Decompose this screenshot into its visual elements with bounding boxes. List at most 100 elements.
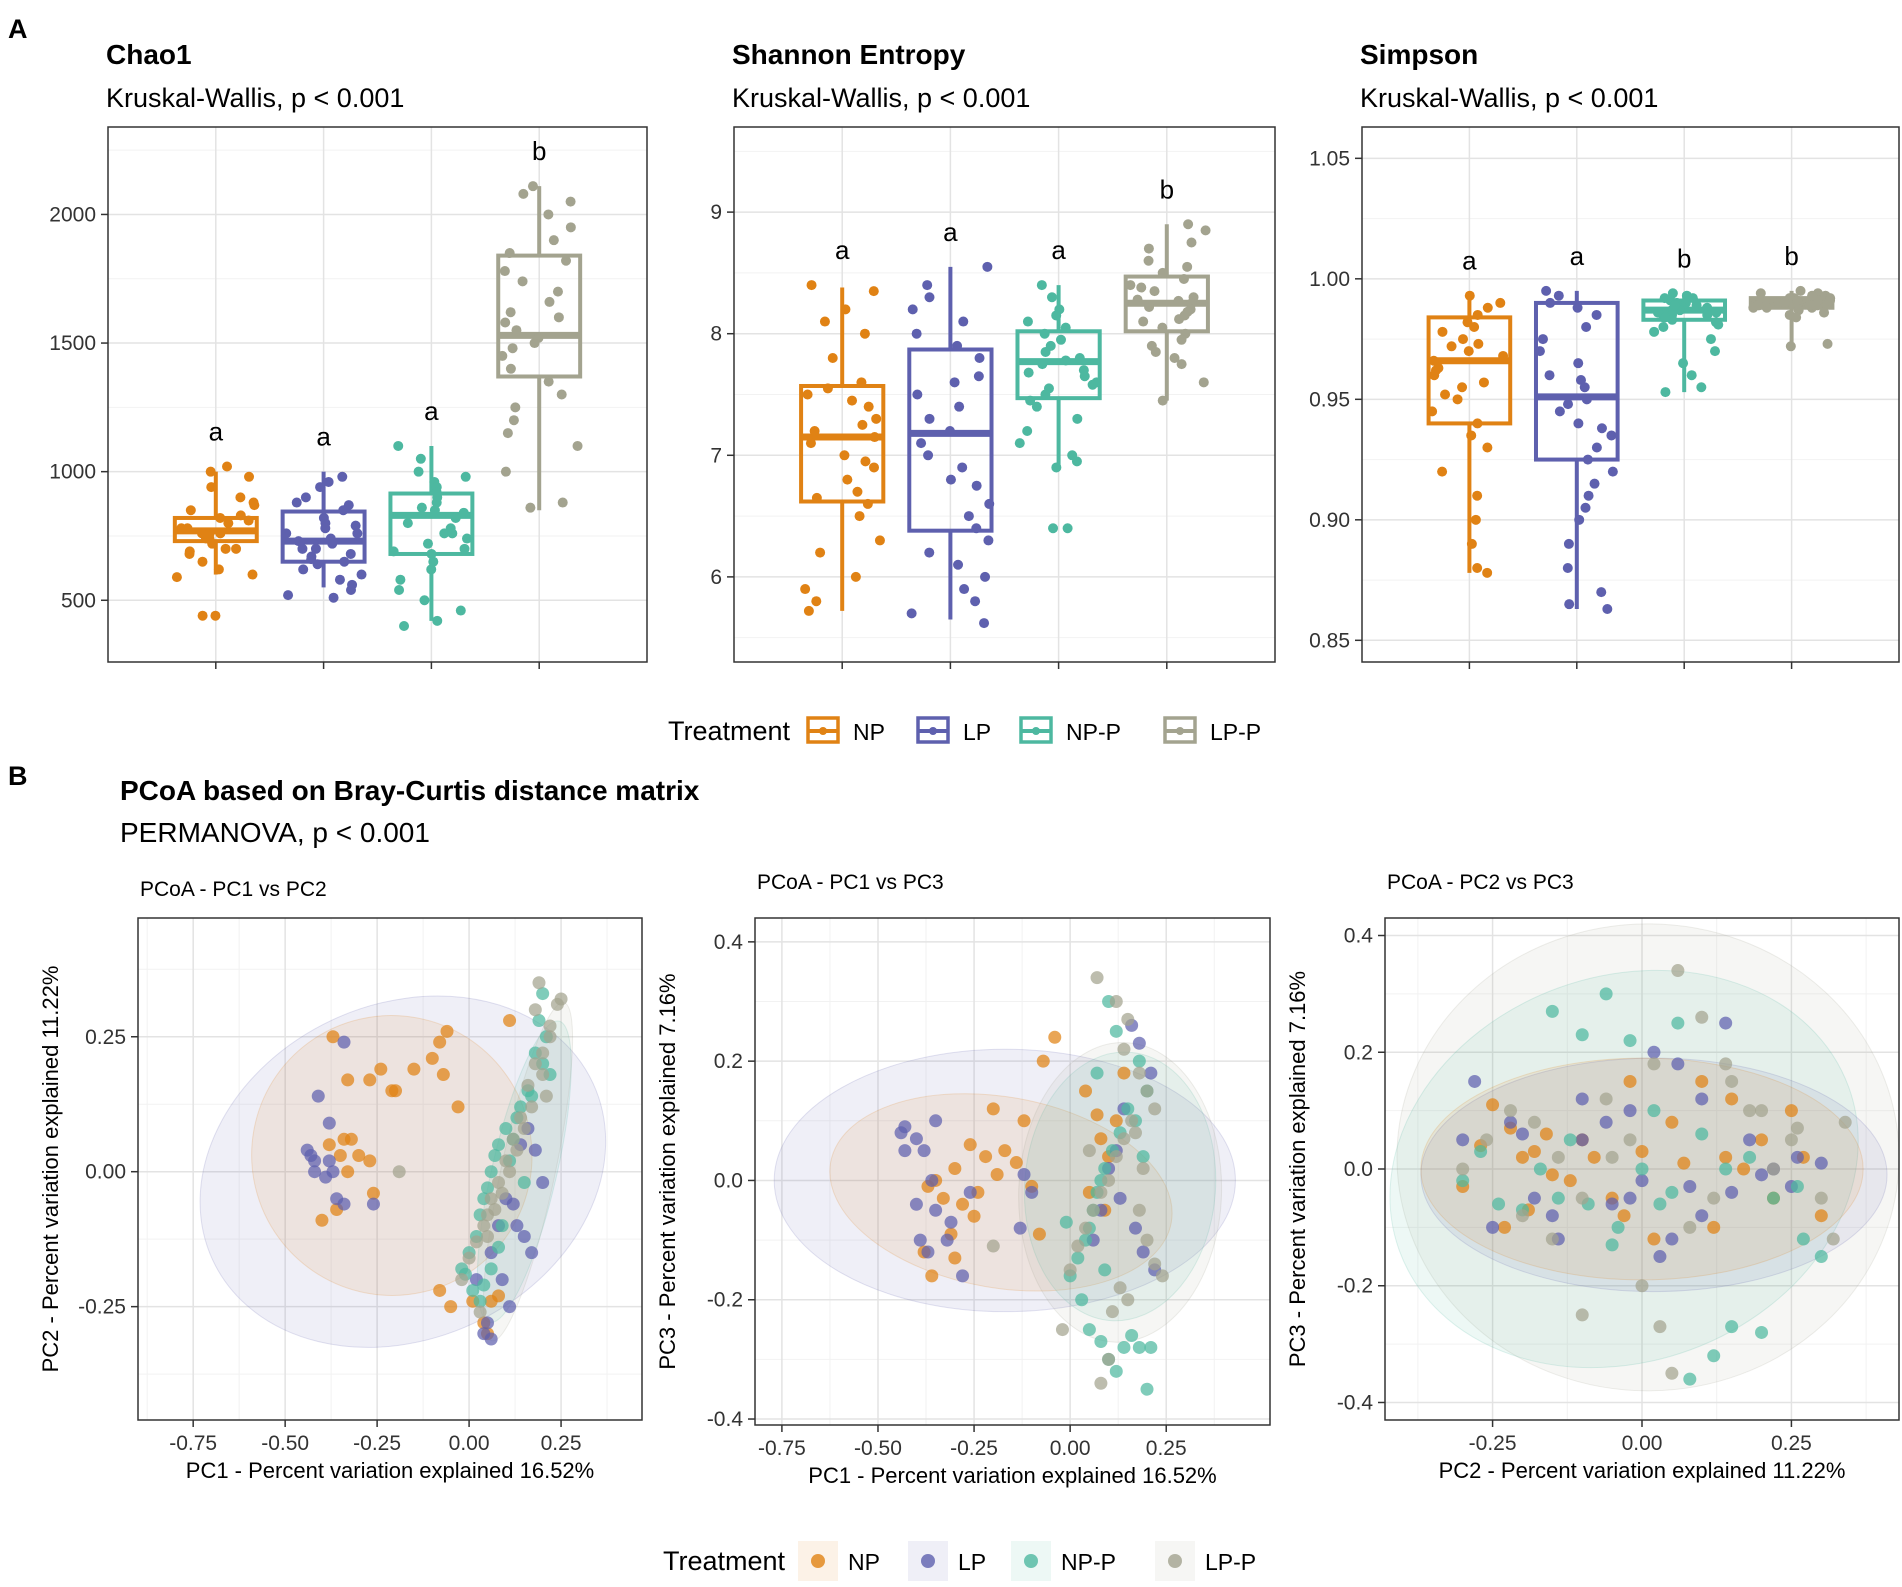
scatter-point-NP (341, 1165, 355, 1179)
data-point (1702, 309, 1713, 320)
data-point (1143, 255, 1154, 266)
data-point (1583, 490, 1594, 501)
data-point (1473, 338, 1484, 349)
data-point (1819, 307, 1830, 318)
scatter-point-NP (1695, 1074, 1709, 1088)
scatter-point-NP-P (492, 1240, 506, 1254)
scatter-point-NP (1665, 1115, 1679, 1129)
y-tick-label: 0.90 (1309, 509, 1350, 532)
box-iqr (1426, 315, 1513, 426)
scatter-point-LP (517, 1229, 531, 1243)
data-point (1596, 587, 1607, 598)
x-axis-label: PC2 - Percent variation explained 11.22% (1439, 1458, 1846, 1483)
data-point (507, 343, 518, 354)
scatter-point-LP-P (455, 1273, 469, 1287)
box-panel-subtitle: Kruskal-Wallis, p < 0.001 (1360, 83, 1658, 113)
data-point (1563, 538, 1574, 549)
data-point (1176, 334, 1187, 345)
data-point (1125, 280, 1136, 291)
data-point (1040, 389, 1051, 400)
scatter-point-NP-P (477, 1278, 491, 1292)
scatter-point-NP (341, 1073, 355, 1087)
data-point (1458, 334, 1469, 345)
data-point (508, 415, 519, 426)
data-point (1051, 462, 1062, 473)
data-point (184, 548, 195, 559)
scatter-point-NP-P (1132, 1340, 1146, 1354)
scatter-point-LP-P (488, 1202, 502, 1216)
data-point (842, 474, 853, 485)
scatter-point-NP-P (466, 1283, 480, 1297)
data-point (455, 605, 466, 616)
scatter-point-NP-P (488, 1149, 502, 1163)
scatter-point-LP (929, 1114, 943, 1128)
y-tick-label: 9 (710, 201, 722, 224)
box-LP-P (1748, 285, 1836, 352)
scatter-point-LP-P (1671, 964, 1685, 978)
data-point (1581, 322, 1592, 333)
scatter-point-LP-P (1790, 1121, 1804, 1135)
scatter-point-LP-P (1504, 1104, 1518, 1118)
scatter-point-LP (1132, 1036, 1146, 1050)
scatter-point-NP (948, 1162, 962, 1176)
box-iqr (496, 253, 583, 379)
data-point (1037, 359, 1048, 370)
y-axis-label: PC3 - Percent variation explained 7.16% (1285, 971, 1310, 1367)
data-point (1025, 395, 1036, 406)
significance-letter: a (1051, 235, 1066, 265)
scatter-point-LP (963, 1185, 977, 1199)
data-point (393, 440, 404, 451)
data-point (1573, 358, 1584, 369)
data-point (315, 482, 326, 493)
data-point (923, 450, 934, 461)
x-tick-label: -0.75 (169, 1432, 217, 1455)
data-point (1157, 395, 1168, 406)
data-point (572, 440, 583, 451)
data-point (1779, 297, 1790, 308)
data-point (1186, 237, 1197, 248)
data-point (1062, 523, 1073, 534)
scatter-point-NP (1623, 1074, 1637, 1088)
data-point (1702, 302, 1713, 313)
scatter-point-NP-P (1719, 1162, 1733, 1176)
data-point (1660, 387, 1671, 398)
data-point (1669, 300, 1680, 311)
data-point (543, 376, 554, 387)
scatter-point-NP (492, 1289, 506, 1303)
data-point (1174, 314, 1185, 325)
data-point (1200, 225, 1211, 236)
box-panel-simpson: 0.85 0.90 0.95 1.00 1.05 a a b b Simpson Kruskal-W… (1309, 39, 1900, 669)
scatter-point-NP (333, 1149, 347, 1163)
data-point (428, 556, 439, 567)
y-tick-label: -0.4 (1337, 1391, 1374, 1414)
data-point (973, 371, 984, 382)
legend-item-LP-P: LP-P (1155, 1541, 1256, 1581)
data-point (1472, 490, 1483, 501)
data-point (1495, 297, 1506, 308)
x-tick-label: 0.25 (541, 1432, 582, 1455)
scatter-point-NP (444, 1300, 458, 1314)
data-point (504, 248, 515, 259)
scatter-point-NP (366, 1186, 380, 1200)
panel-border (107, 126, 648, 663)
scatter-point-NP (389, 1084, 403, 1098)
data-point (548, 235, 559, 246)
data-point (544, 296, 555, 307)
scatter-point-NP (1094, 1132, 1108, 1146)
scatter-panel-pc2pc3: -0.25 0.00 0.25 -0.4 -0.2 0.0 0.2 0.4 PCoA - PC2… (1285, 871, 1900, 1483)
scatter-point-NP-P (1635, 1162, 1649, 1176)
data-point (1589, 478, 1600, 489)
data-point (204, 528, 215, 539)
data-point (310, 543, 321, 554)
data-point (859, 328, 870, 339)
scatter-point-LP-P (986, 1239, 1000, 1253)
data-point (1753, 300, 1764, 311)
data-point (1463, 346, 1474, 357)
box-LP-P (1123, 219, 1211, 406)
data-point (1660, 312, 1671, 323)
data-point (1785, 341, 1796, 352)
scatter-point-NP-P (1725, 1320, 1739, 1334)
data-point (815, 547, 826, 558)
data-point (283, 590, 294, 601)
scatter-point-LP-P (517, 1122, 531, 1136)
